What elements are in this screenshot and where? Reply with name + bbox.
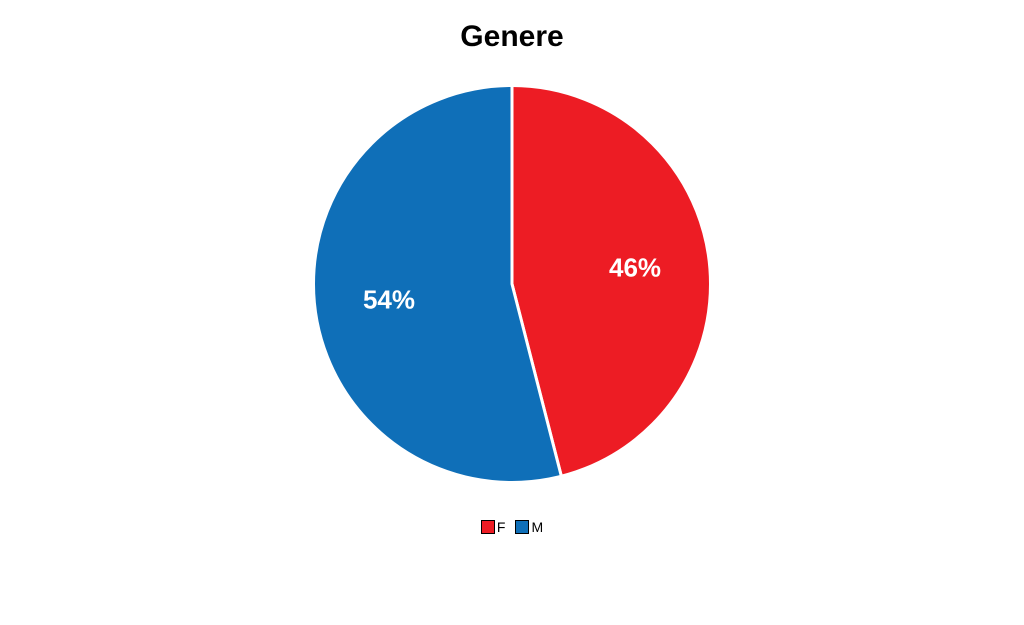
legend-label-m: M bbox=[531, 519, 543, 535]
legend-label-f: F bbox=[497, 519, 506, 535]
chart-title: Genere bbox=[460, 20, 563, 54]
legend-swatch-m bbox=[515, 520, 529, 534]
legend-swatch-f bbox=[481, 520, 495, 534]
pie-label-f: 46% bbox=[609, 253, 661, 284]
pie-wrap: 46% 54% bbox=[312, 84, 712, 484]
legend-item-f: F bbox=[481, 519, 506, 535]
pie-label-m: 54% bbox=[363, 284, 415, 315]
legend-item-m: M bbox=[515, 519, 543, 535]
pie-chart-container: Genere 46%54% FM bbox=[0, 0, 1024, 625]
chart-legend: FM bbox=[481, 519, 543, 535]
